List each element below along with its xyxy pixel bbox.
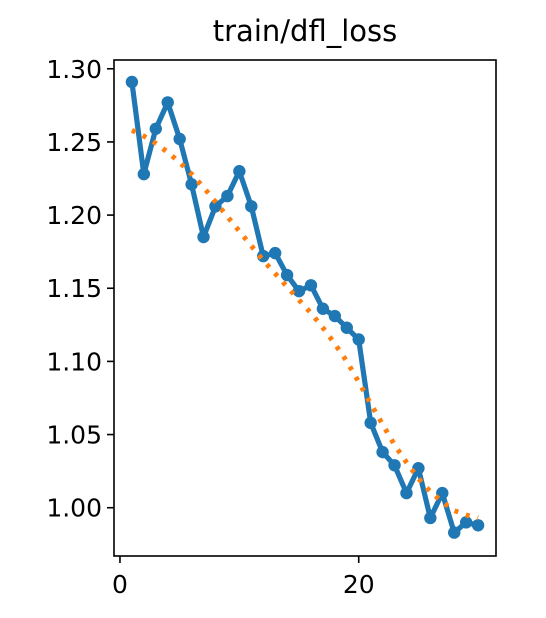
data-point [352, 333, 365, 346]
y-tick-label: 1.00 [46, 494, 102, 523]
y-tick-label: 1.15 [46, 274, 102, 303]
x-tick-label: 20 [343, 570, 375, 599]
y-tick-label: 1.30 [46, 55, 102, 84]
series-1 [130, 127, 479, 521]
data-point [280, 268, 294, 282]
data-point [221, 189, 234, 203]
data-point [245, 200, 258, 213]
data-point [376, 445, 389, 459]
data-point [161, 96, 174, 109]
data-point [340, 321, 353, 334]
data-point [125, 75, 139, 89]
data-point [471, 519, 485, 532]
data-point [268, 246, 282, 260]
x-axis: 0 20 [112, 556, 375, 599]
data-point [149, 122, 162, 135]
y-tick-label: 1.10 [46, 347, 102, 376]
data-point [185, 178, 198, 191]
data-point [173, 132, 186, 146]
data-point [209, 200, 222, 213]
data-point [400, 486, 413, 500]
data-point [328, 309, 342, 323]
series-line [130, 127, 479, 521]
series-layer [125, 75, 485, 539]
series-line [129, 81, 479, 536]
data-point [424, 511, 437, 525]
data-point [316, 302, 330, 315]
data-point [364, 416, 377, 430]
data-point [304, 279, 318, 292]
data-point [448, 526, 461, 539]
data-point [412, 462, 425, 475]
y-tick-label: 1.25 [46, 128, 102, 157]
plot-frame [113, 59, 497, 557]
data-point [388, 459, 401, 472]
data-point [292, 284, 306, 298]
y-axis: 1.00 1.05 1.10 1.15 1.20 1.25 1.30 [46, 55, 114, 523]
data-point [459, 516, 473, 529]
series-0 [125, 75, 485, 539]
y-tick-label: 1.20 [46, 201, 102, 230]
data-point [137, 167, 151, 181]
data-point [233, 164, 246, 178]
x-tick-label: 0 [112, 570, 128, 599]
chart-title: train/dfl_loss [213, 14, 397, 48]
data-point [197, 230, 210, 244]
y-tick-label: 1.05 [46, 421, 102, 450]
